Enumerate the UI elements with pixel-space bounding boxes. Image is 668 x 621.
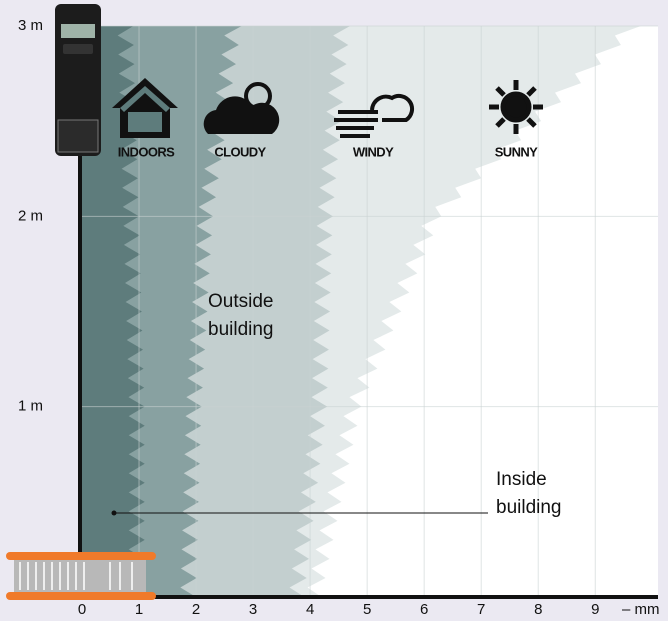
annotation-dot — [111, 510, 117, 516]
x-tick-label: 4 — [306, 601, 314, 618]
x-tick-label: 5 — [363, 601, 371, 618]
device-illustration — [55, 4, 101, 156]
x-tick-label: 1 — [135, 601, 143, 618]
y-tick-label: 3 m — [18, 17, 43, 34]
zone-area — [82, 26, 145, 597]
x-tick-label: 3 — [249, 601, 257, 618]
zone-label: INDOORS — [118, 144, 175, 159]
x-tick-label: 2 — [192, 601, 200, 618]
zone-label: CLOUDY — [214, 144, 266, 159]
sun-icon — [489, 80, 543, 134]
x-tick-label: 6 — [420, 601, 428, 618]
y-tick-label: 1 m — [18, 398, 43, 415]
annotation: Inside building — [496, 469, 562, 518]
x-axis-label: – mm — [622, 601, 660, 618]
y-tick-label: 2 m — [18, 207, 43, 224]
x-tick-label: 7 — [477, 601, 485, 618]
x-tick-label: 8 — [534, 601, 542, 618]
annotation: Outside building — [208, 291, 274, 340]
zone-label: SUNNY — [495, 144, 538, 159]
zone-label: WINDY — [353, 144, 394, 159]
zones — [82, 26, 641, 597]
wind-icon — [334, 94, 414, 138]
house-icon — [112, 78, 178, 138]
cloud-icon — [203, 82, 280, 134]
x-tick-label: 0 — [78, 601, 86, 618]
tape-illustration — [6, 552, 156, 600]
x-tick-label: 9 — [591, 601, 599, 618]
